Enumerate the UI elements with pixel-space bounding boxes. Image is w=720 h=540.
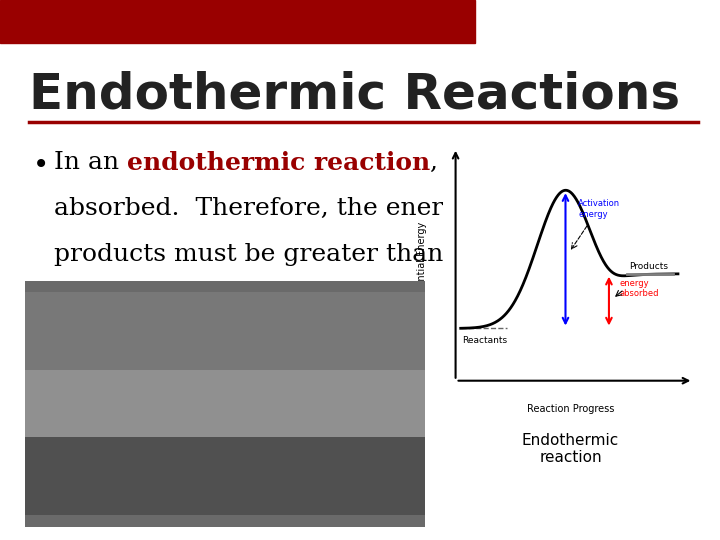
- Text: Activation
energy: Activation energy: [578, 199, 621, 219]
- Text: Reactants: Reactants: [462, 336, 507, 345]
- Text: Endothermic
reaction: Endothermic reaction: [522, 433, 619, 465]
- Text: Reaction Progress: Reaction Progress: [527, 404, 614, 415]
- Text: energy
absorbed: energy absorbed: [619, 279, 659, 299]
- Text: endothermic reaction: endothermic reaction: [127, 151, 431, 175]
- Text: , energy is: , energy is: [431, 151, 563, 174]
- Text: Endothermic Reactions: Endothermic Reactions: [29, 70, 680, 118]
- Text: products must be greater than the energy of: products must be greater than the energy…: [54, 243, 621, 266]
- Text: the reactants.: the reactants.: [54, 289, 231, 312]
- Text: •: •: [32, 151, 49, 179]
- Text: Potential Energy: Potential Energy: [418, 222, 428, 302]
- Bar: [0, 0, 475, 43]
- Bar: [25, 437, 425, 515]
- Bar: [25, 370, 425, 437]
- Text: Products: Products: [629, 262, 668, 271]
- Text: absorbed.  Therefore, the energy of the: absorbed. Therefore, the energy of the: [54, 197, 555, 220]
- Bar: [25, 292, 425, 370]
- Text: In an: In an: [54, 151, 127, 174]
